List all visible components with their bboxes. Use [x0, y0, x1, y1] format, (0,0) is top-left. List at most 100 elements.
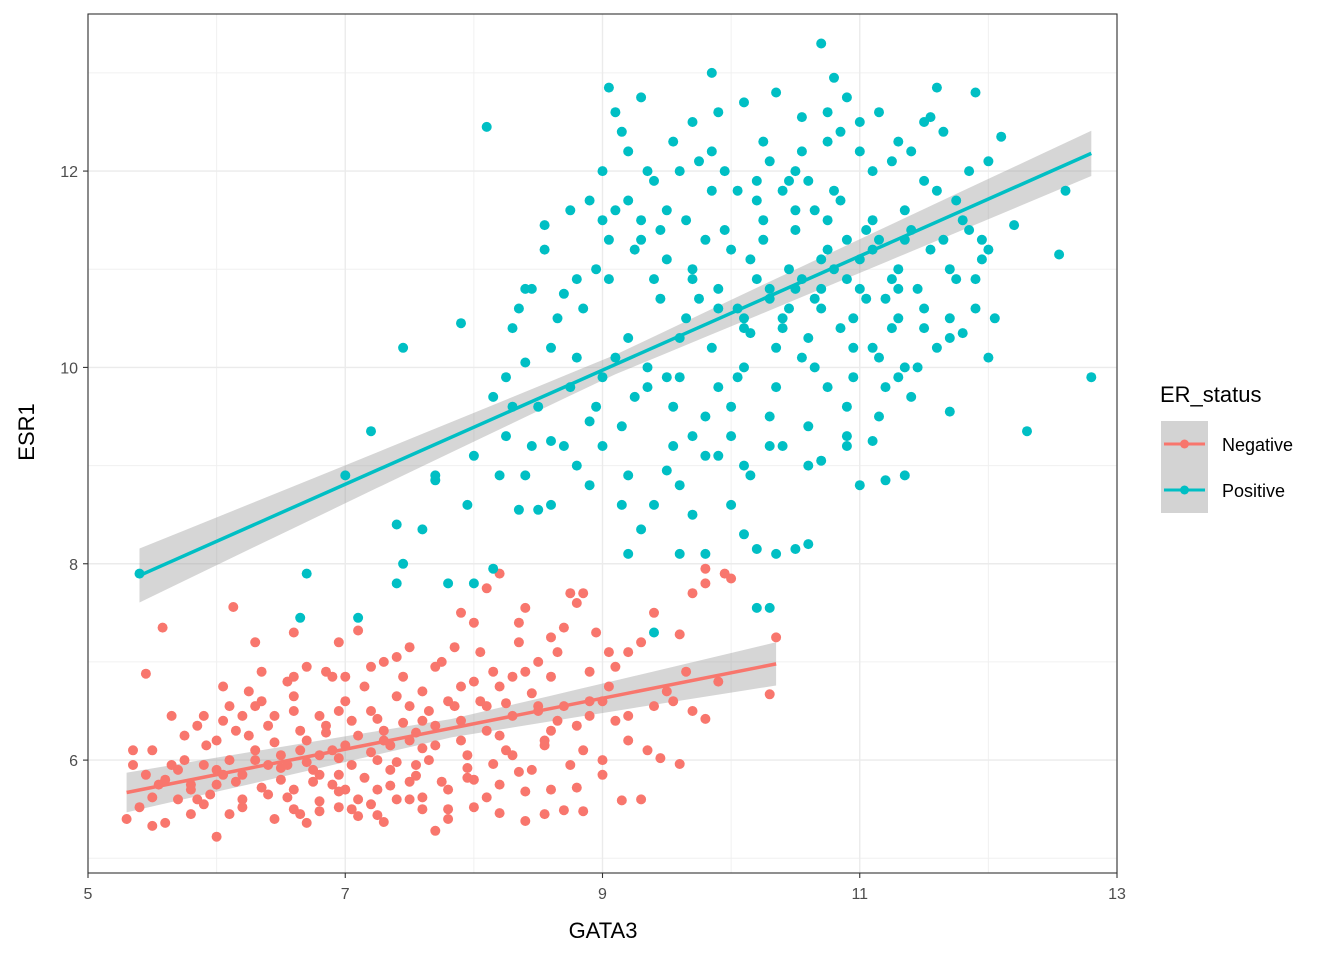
data-point-negative — [228, 602, 239, 612]
data-point-negative — [481, 792, 492, 803]
data-point-negative — [385, 764, 396, 775]
data-point-negative — [308, 764, 319, 775]
data-point-negative — [198, 760, 209, 770]
data-point-positive — [546, 342, 556, 353]
data-point-positive — [398, 558, 409, 569]
data-point-negative — [366, 747, 376, 758]
data-point-positive — [642, 166, 653, 177]
legend-item-positive: Positive — [1161, 467, 1285, 513]
data-point-positive — [533, 504, 544, 515]
data-point-negative — [571, 720, 582, 731]
data-point-positive — [886, 156, 897, 167]
data-point-negative — [275, 774, 286, 785]
data-point-negative — [391, 652, 402, 662]
data-point-negative — [378, 656, 389, 667]
data-point-positive — [880, 382, 891, 393]
data-point-negative — [417, 743, 428, 754]
data-point-negative — [378, 817, 389, 827]
data-point-negative — [147, 792, 158, 803]
data-point-negative — [520, 602, 531, 613]
data-point-positive — [726, 431, 737, 442]
data-point-positive — [822, 136, 833, 147]
data-point-negative — [140, 668, 151, 679]
data-point-positive — [874, 107, 884, 118]
data-point-positive — [713, 107, 724, 118]
data-point-negative — [263, 789, 274, 800]
legend-label-positive: Positive — [1222, 481, 1285, 501]
data-point-positive — [456, 318, 466, 329]
data-point-negative — [578, 588, 589, 599]
data-point-positive — [931, 342, 942, 353]
data-point-positive — [430, 470, 441, 481]
x-tick-label: 13 — [1108, 886, 1126, 903]
data-point-negative — [211, 735, 222, 746]
data-point-positive — [912, 283, 923, 294]
data-point-negative — [366, 706, 376, 716]
data-point-negative — [340, 671, 351, 682]
data-point-positive — [829, 185, 839, 196]
data-point-negative — [378, 725, 389, 736]
data-point-positive — [603, 274, 614, 285]
data-point-positive — [745, 254, 756, 265]
data-point-positive — [944, 264, 955, 275]
trend-line-negative — [126, 662, 777, 795]
data-point-negative — [314, 710, 325, 721]
data-point-negative — [179, 755, 190, 766]
data-point-negative — [237, 802, 248, 813]
data-point-positive — [700, 548, 711, 559]
data-point-negative — [346, 760, 357, 770]
data-point-positive — [732, 372, 743, 383]
data-point-negative — [649, 607, 659, 618]
data-point-negative — [224, 809, 235, 820]
data-point-negative — [404, 701, 415, 712]
data-point-negative — [436, 776, 447, 787]
data-point-positive — [700, 411, 711, 422]
data-point-positive — [623, 548, 634, 559]
data-point-positive — [610, 107, 621, 118]
data-points — [121, 38, 1097, 842]
data-point-positive — [674, 480, 685, 491]
data-point-negative — [597, 769, 608, 780]
data-point-negative — [494, 779, 505, 790]
data-point-positive — [674, 166, 685, 177]
data-point-positive — [488, 563, 499, 574]
data-point-negative — [321, 666, 331, 677]
data-point-negative — [173, 794, 183, 805]
data-point-negative — [610, 661, 621, 672]
data-point-positive — [526, 441, 537, 451]
data-point-positive — [591, 264, 602, 275]
data-point-positive — [597, 372, 608, 383]
data-point-negative — [520, 816, 531, 826]
data-point-negative — [398, 671, 409, 682]
data-point-positive — [893, 313, 904, 324]
data-point-negative — [160, 817, 171, 828]
data-point-positive — [854, 117, 865, 127]
data-point-negative — [346, 804, 357, 815]
data-point-negative — [147, 820, 158, 831]
data-point-negative — [616, 795, 627, 806]
data-point-positive — [719, 166, 730, 177]
data-point-positive — [668, 441, 679, 451]
data-point-positive — [1009, 220, 1020, 231]
data-point-positive — [558, 288, 569, 299]
data-point-positive — [700, 234, 711, 245]
legend: ER_status Negative Positive — [1160, 382, 1293, 513]
data-point-negative — [430, 825, 441, 836]
data-point-positive — [687, 431, 698, 442]
data-point-positive — [803, 539, 814, 550]
data-point-positive — [584, 416, 595, 427]
data-point-negative — [185, 809, 196, 820]
data-point-negative — [288, 706, 299, 716]
data-point-positive — [687, 264, 698, 275]
data-point-positive — [758, 234, 769, 245]
data-point-positive — [468, 450, 479, 461]
data-point-negative — [333, 706, 344, 716]
data-point-negative — [417, 792, 428, 803]
data-point-negative — [224, 755, 235, 766]
data-point-positive — [835, 126, 846, 137]
data-point-negative — [468, 676, 479, 687]
data-point-negative — [321, 727, 331, 738]
data-point-positive — [649, 499, 659, 510]
data-point-positive — [796, 146, 807, 157]
data-point-negative — [481, 583, 492, 594]
